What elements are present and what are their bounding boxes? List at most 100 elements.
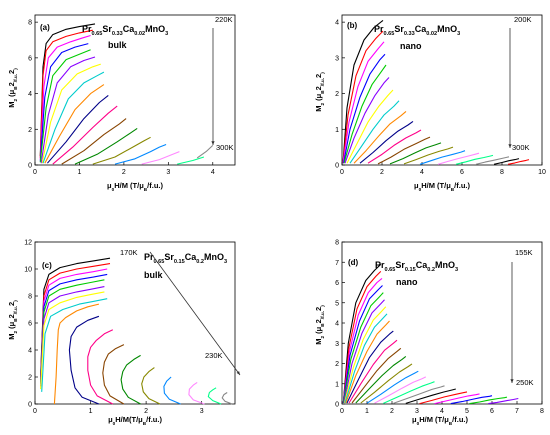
series-line-6 (344, 77, 390, 164)
y-axis-label: M2 (μB2/f.u.2) (7, 300, 18, 340)
series-line-16 (437, 152, 480, 165)
series-line-7 (346, 89, 394, 164)
series-line-10 (346, 330, 394, 404)
x-tick-label: 3 (166, 169, 170, 176)
plot-frame (34, 14, 236, 166)
series-line-18 (196, 144, 214, 159)
y-tick-label: 3 (335, 55, 339, 62)
panel-label: (c) (42, 261, 52, 270)
y-tick-label: 2 (335, 361, 339, 368)
x-axis-label: μ0H/M (T/μB/f.u.) (107, 181, 163, 192)
series-line-11 (348, 339, 398, 404)
series-line-2 (39, 29, 93, 158)
panel-label: (a) (40, 23, 50, 32)
temperature-low-label: 300K (512, 143, 530, 152)
y-tick-label: 8 (335, 240, 339, 247)
series-line-13 (120, 354, 141, 405)
series-line-10 (68, 315, 100, 405)
y-tick-label: 6 (28, 55, 32, 62)
series-line-14 (92, 136, 151, 165)
series-line-7 (41, 63, 101, 164)
series-line-10 (46, 94, 109, 164)
series-line-5 (39, 49, 91, 163)
series-line-22 (450, 395, 493, 405)
y-axis-label: M2 (μB2/f.u.2) (314, 72, 325, 112)
series-line-16 (141, 151, 180, 165)
panel-a: 0 1 2 3 4 0 2 4 6 8 (a) Pr0.65Sr0.33Ca0.02MnO3 bulk 2… (7, 14, 236, 192)
y-tick-label: 2 (335, 91, 339, 98)
series-line-6 (343, 299, 385, 404)
series-line-23 (469, 396, 508, 405)
temperature-low-label: 300K (216, 143, 234, 152)
x-tick-label: 3 (200, 408, 204, 415)
panel-label: (b) (347, 21, 358, 30)
y-tick-label: 4 (28, 91, 32, 98)
x-tick-label: 8 (540, 408, 544, 415)
series-line-20 (419, 391, 468, 405)
x-tick-label: 1 (89, 408, 93, 415)
series-line-6 (40, 286, 105, 387)
y-tick-label: 4 (28, 348, 32, 355)
sample-form-label: bulk (108, 40, 127, 50)
series-line-2 (342, 271, 382, 404)
series-line-5 (40, 279, 105, 384)
series-line-20 (507, 159, 530, 165)
series-line-11 (52, 105, 118, 165)
series-line-9 (44, 84, 105, 164)
sample-form-label: nano (396, 277, 418, 287)
x-tick-label: 8 (500, 169, 504, 176)
series-line-8 (349, 100, 400, 164)
temperature-high-label: 220K (215, 15, 233, 24)
y-tick-label: 1 (335, 127, 339, 134)
series-line-14 (141, 367, 161, 405)
series-line-11 (87, 329, 114, 405)
series-line-12 (351, 347, 402, 404)
temperature-low-label: 250K (516, 378, 534, 387)
series-line-7 (40, 291, 105, 390)
series-line-12 (102, 344, 125, 405)
series-line-2 (342, 30, 384, 164)
series-line-12 (61, 118, 127, 165)
y-axis-label: M2 (μB2/f.u.2) (314, 305, 325, 345)
compound-label: Pr0.65Sr0.15Ca0.2MnO3 (144, 252, 227, 265)
series-line-1 (39, 23, 96, 157)
series-line-3 (342, 41, 385, 164)
series-line-17 (383, 381, 435, 404)
series-line-19 (405, 388, 456, 404)
compound-label: Pr0.65Sr0.33Ca0.02MnO3 (82, 24, 168, 37)
sample-form-label: nano (400, 41, 422, 51)
compound-label: Pr0.65Sr0.33Ca0.02MnO3 (374, 24, 460, 37)
x-tick-label: 7 (515, 408, 519, 415)
temperature-arrowhead (508, 144, 512, 148)
temperature-arrow (149, 251, 241, 376)
series-line-15 (114, 143, 167, 165)
series-line-17 (177, 156, 205, 165)
y-tick-label: 7 (335, 260, 339, 267)
x-tick-label: 4 (440, 408, 444, 415)
series-line-18 (393, 385, 445, 404)
panel-c: 0 1 2 3024681012(c)Pr0.65Sr0.15Ca0.2MnO3bul… (7, 240, 241, 426)
x-tick-label: 2 (390, 408, 394, 415)
x-tick-label: 6 (460, 169, 464, 176)
series-line-19 (493, 158, 520, 165)
temperature-high-label: 155K (515, 248, 533, 257)
compound-label: Pr0.65Sr0.15Ca0.2MnO3 (375, 260, 458, 273)
temperature-arrowhead (211, 141, 215, 145)
series-line-6 (40, 56, 96, 164)
y-tick-label: 1 (335, 381, 339, 388)
series-line-8 (344, 313, 388, 404)
x-axis-label: μ0H/M (T/μB/f.u.) (412, 415, 468, 426)
series-line-4 (40, 273, 108, 383)
x-tick-label: 1 (77, 169, 81, 176)
series-line-1 (40, 257, 111, 378)
plot-frame (341, 14, 543, 166)
y-tick-label: 6 (335, 280, 339, 287)
x-tick-label: 0 (340, 408, 344, 415)
temperature-low-label: 230K (205, 351, 223, 360)
series-line-13 (389, 142, 442, 165)
y-tick-label: 5 (335, 300, 339, 307)
y-tick-label: 10 (24, 267, 32, 274)
y-tick-label: 4 (335, 321, 339, 328)
series-line-5 (343, 64, 387, 164)
